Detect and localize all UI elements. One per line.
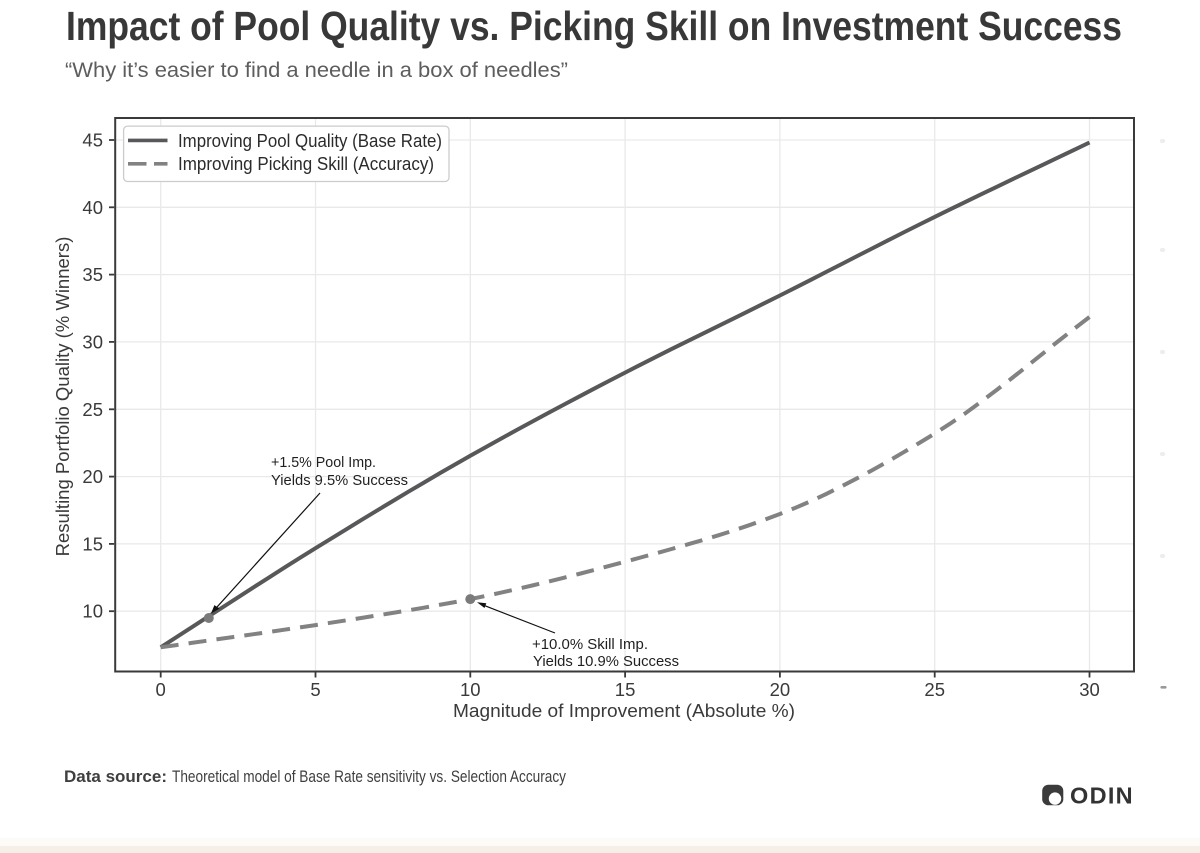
- svg-text:40: 40: [82, 197, 103, 218]
- svg-text:15: 15: [615, 679, 636, 700]
- svg-text:0: 0: [156, 679, 166, 700]
- svg-text:Magnitude of Improvement (Abso: Magnitude of Improvement (Absolute %): [453, 700, 795, 721]
- svg-text:30: 30: [1079, 679, 1100, 700]
- svg-text:25: 25: [82, 399, 103, 420]
- svg-text:10: 10: [460, 679, 481, 700]
- svg-text:Yields 10.9% Success: Yields 10.9% Success: [533, 654, 679, 670]
- svg-text:30: 30: [82, 331, 103, 352]
- svg-text:+10.0% Skill Imp.: +10.0% Skill Imp.: [532, 637, 648, 653]
- svg-text:+1.5% Pool Imp.: +1.5% Pool Imp.: [271, 455, 376, 471]
- svg-text:20: 20: [82, 466, 103, 487]
- svg-text:10: 10: [82, 601, 103, 622]
- svg-text:ODIN: ODIN: [1070, 782, 1134, 808]
- svg-text:15: 15: [82, 533, 103, 554]
- svg-text:Resulting Portfolio Quality (%: Resulting Portfolio Quality (% Winners): [52, 237, 73, 557]
- svg-text:Impact of Pool Quality vs. Pic: Impact of Pool Quality vs. Picking Skill…: [66, 3, 1122, 49]
- svg-text:45: 45: [82, 130, 103, 151]
- svg-text:25: 25: [924, 679, 945, 700]
- svg-text:20: 20: [770, 679, 791, 700]
- svg-text:Yields 9.5% Success: Yields 9.5% Success: [271, 473, 408, 489]
- svg-text:“Why it’s easier to find a nee: “Why it’s easier to find a needle in a b…: [65, 58, 568, 82]
- svg-text:5: 5: [310, 679, 320, 700]
- svg-text:35: 35: [82, 264, 103, 285]
- svg-text:Data source:: Data source:: [64, 767, 167, 786]
- svg-text:Improving Pool Quality (Base R: Improving Pool Quality (Base Rate): [178, 131, 442, 151]
- svg-text:Theoretical model of Base Rate: Theoretical model of Base Rate sensitivi…: [172, 767, 566, 786]
- svg-text:Improving Picking Skill (Accur: Improving Picking Skill (Accuracy): [178, 154, 434, 174]
